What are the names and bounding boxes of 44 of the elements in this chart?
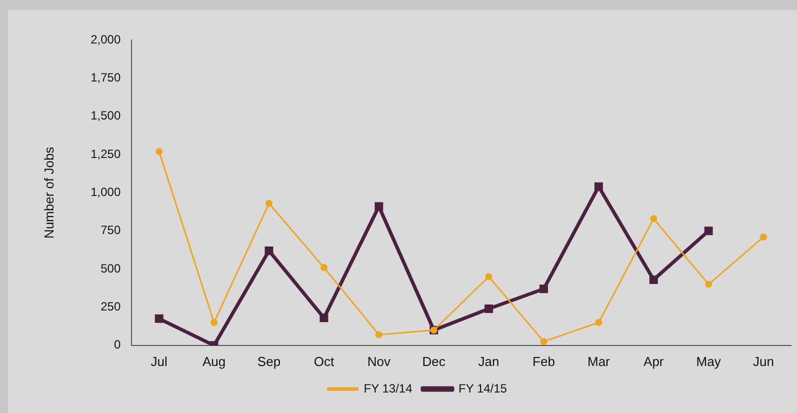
point: [539, 284, 548, 294]
x-tick-label: May: [696, 354, 722, 369]
x-tick-label: Oct: [314, 354, 334, 369]
point: [704, 226, 713, 236]
x-tick-label: Aug: [202, 354, 226, 369]
point: [649, 275, 658, 284]
y-tick-label: 250: [100, 300, 121, 314]
y-tick-label: 1,500: [90, 108, 121, 123]
point: [760, 233, 768, 240]
point: [374, 202, 384, 211]
legend-label: FY 14/15: [458, 381, 508, 396]
x-tick-label: Jun: [753, 354, 774, 369]
point: [320, 264, 328, 272]
point: [375, 331, 382, 338]
point: [156, 148, 163, 155]
point: [595, 318, 602, 326]
y-tick-label: 2,000: [90, 32, 121, 46]
y-tick-label: 750: [100, 223, 121, 238]
y-tick-label: 1,750: [90, 70, 121, 84]
y-tick-label: 1,250: [90, 146, 121, 161]
point: [485, 273, 492, 280]
point: [594, 182, 603, 191]
x-tick-label: Feb: [532, 354, 555, 369]
x-tick-label: Nov: [367, 354, 391, 369]
point: [154, 314, 164, 323]
x-tick-label: Dec: [422, 354, 446, 369]
y-tick-label: 500: [100, 261, 121, 276]
point: [650, 215, 658, 222]
legend-label: FY 13/14: [364, 381, 413, 396]
point: [320, 314, 328, 322]
x-tick-label: Sep: [257, 354, 281, 369]
point: [266, 200, 272, 207]
point: [484, 304, 494, 313]
x-tick-label: Apr: [644, 354, 664, 369]
y-tick-label: 0: [114, 338, 121, 352]
x-tick-label: Jul: [150, 354, 168, 369]
point: [705, 280, 712, 288]
point: [264, 246, 274, 255]
point: [210, 318, 218, 326]
x-tick-label: Jan: [478, 354, 500, 369]
y-tick-label: 1,000: [90, 185, 121, 200]
y-axis-title: Number of Jobs: [41, 146, 56, 239]
point: [540, 338, 548, 346]
x-tick-label: Mar: [587, 354, 611, 369]
